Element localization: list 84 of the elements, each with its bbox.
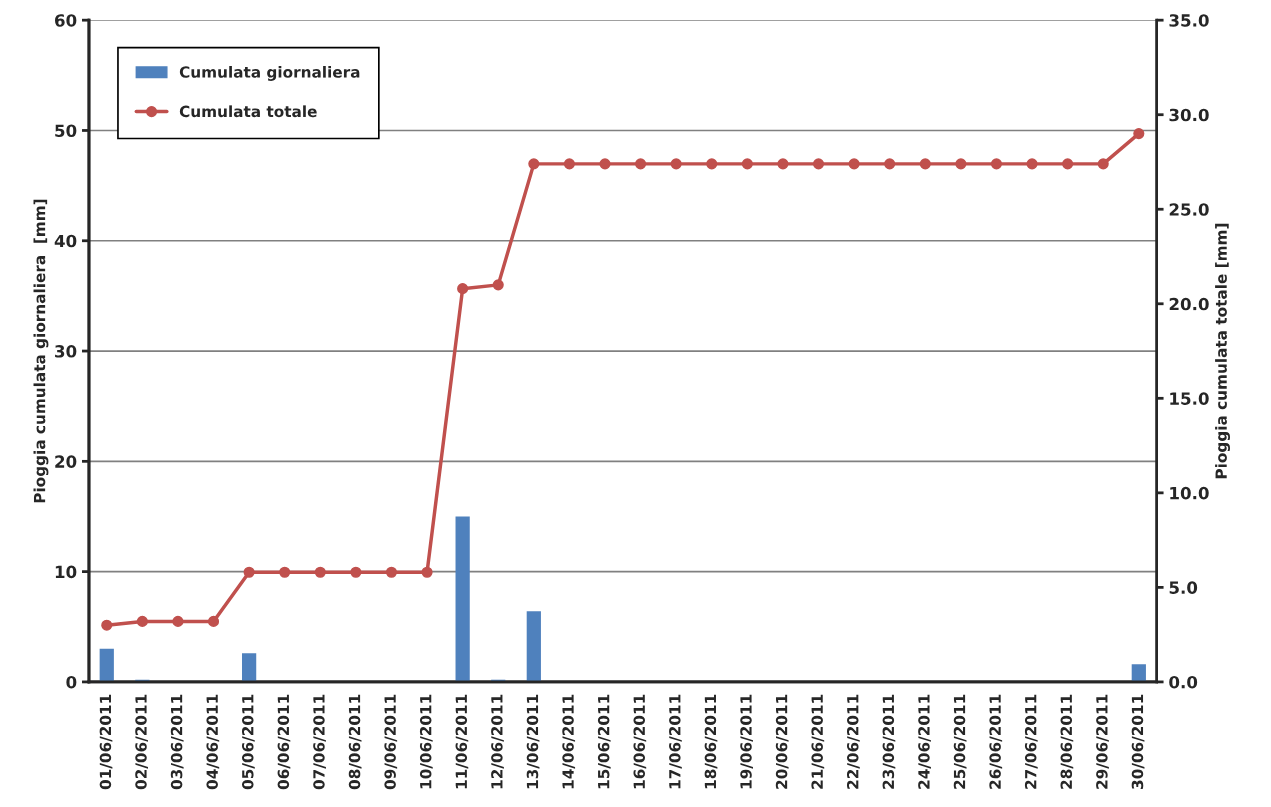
point	[1097, 158, 1109, 170]
y-axis-title: Pioggia cumulata giornaliera [mm]	[33, 199, 49, 503]
point	[172, 615, 184, 627]
point	[884, 158, 896, 170]
point	[1062, 158, 1074, 170]
y-tick-label: 50	[55, 124, 77, 138]
x-tick-label: 07/06/2011	[313, 694, 326, 790]
point	[812, 158, 825, 170]
x-tick-label: 25/06/2011	[953, 694, 967, 789]
point	[741, 158, 753, 170]
point	[101, 619, 113, 631]
x-tick-label: 14/06/2011	[562, 694, 576, 789]
point	[1026, 158, 1038, 170]
point	[243, 566, 255, 578]
y2-tick-label: 5.0	[1169, 581, 1198, 594]
y2-tick-label: 30.0	[1169, 108, 1209, 122]
point	[207, 615, 220, 627]
point	[457, 283, 469, 295]
y-tick-label: 40	[54, 234, 77, 248]
bar	[242, 653, 257, 682]
legend-label: Cumulata totale	[179, 105, 317, 118]
x-tick-label: 30/06/2011	[1131, 694, 1145, 789]
y-tick-label: 60	[55, 14, 77, 27]
point	[635, 158, 647, 170]
point	[599, 158, 611, 170]
x-tick-label: 27/06/2011	[1024, 694, 1038, 789]
x-tick-label: 29/06/2011	[1096, 694, 1109, 789]
point	[279, 566, 291, 578]
x-tick-label: 26/06/2011	[989, 694, 1003, 789]
x-tick-label: 20/06/2011	[775, 694, 789, 789]
bar	[455, 516, 470, 682]
x-tick-label: 11/06/2011	[455, 694, 469, 789]
point	[919, 158, 931, 170]
point	[528, 158, 540, 170]
x-tick-label: 21/06/2011	[811, 694, 825, 789]
x-tick-label: 06/06/2011	[277, 694, 291, 790]
bar	[1131, 664, 1146, 682]
point	[350, 566, 362, 578]
x-tick-label: 09/06/2011	[384, 694, 398, 790]
y2-tick-label: 35.0	[1169, 14, 1209, 27]
point	[990, 158, 1003, 170]
point	[706, 158, 718, 170]
point	[136, 615, 148, 627]
y2-tick-label: 20.0	[1169, 297, 1209, 311]
point	[848, 158, 860, 170]
x-tick-label: 24/06/2011	[918, 694, 931, 789]
x-tick-label: 28/06/2011	[1060, 694, 1074, 789]
point	[670, 158, 682, 170]
point	[777, 158, 789, 170]
y-tick-label: 10	[55, 565, 77, 579]
x-tick-label: 03/06/2011	[170, 694, 184, 790]
x-tick-label: 01/06/2011	[99, 694, 113, 790]
x-tick-label: 15/06/2011	[597, 694, 611, 789]
x-tick-label: 05/06/2011	[241, 694, 255, 790]
x-tick-label: 02/06/2011	[135, 694, 148, 790]
point	[1133, 128, 1145, 140]
y-tick-label: 20	[55, 455, 77, 468]
x-tick-label: 23/06/2011	[882, 694, 896, 789]
point	[314, 566, 326, 578]
point	[492, 279, 504, 291]
point	[955, 158, 967, 170]
y2-axis-title: Pioggia cumulata totale [mm]	[1215, 223, 1230, 479]
bar	[99, 648, 114, 682]
x-tick-label: 13/06/2011	[526, 694, 540, 789]
x-tick-label: 16/06/2011	[633, 694, 647, 789]
x-tick-label: 10/06/2011	[419, 694, 433, 789]
point	[563, 158, 575, 170]
y-tick-label: 30	[55, 345, 77, 358]
y2-tick-label: 15.0	[1170, 392, 1209, 405]
bar	[526, 611, 541, 682]
x-tick-label: 19/06/2011	[740, 694, 753, 789]
x-tick-label: 18/06/2011	[704, 694, 718, 789]
x-tick-label: 17/06/2011	[669, 694, 682, 789]
x-tick-label: 04/06/2011	[206, 694, 220, 790]
y2-tick-label: 25.0	[1169, 203, 1209, 216]
x-tick-label: 12/06/2011	[491, 694, 504, 789]
legend-label: Cumulata giornaliera	[179, 66, 360, 81]
x-tick-label: 22/06/2011	[846, 694, 860, 789]
y-tick-label: 0	[66, 675, 77, 689]
y2-tick-label: 10.0	[1170, 486, 1209, 500]
point	[385, 566, 398, 578]
point	[421, 566, 433, 578]
x-tick-label: 08/06/2011	[348, 694, 362, 790]
y2-tick-label: 0.0	[1169, 675, 1198, 689]
